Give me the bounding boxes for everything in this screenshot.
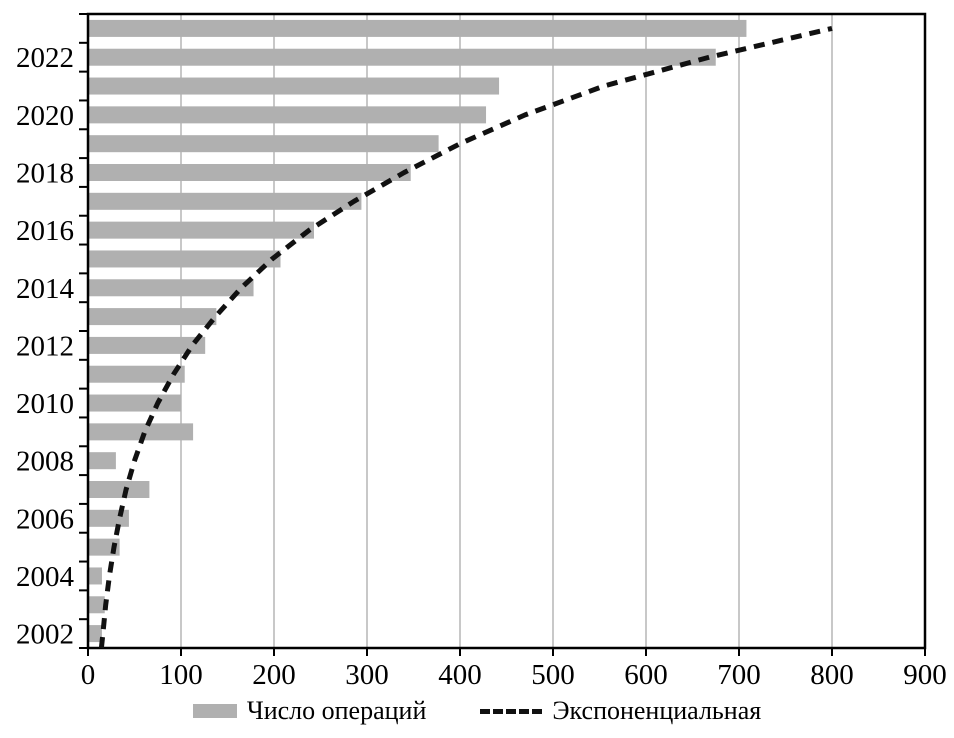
x-tick-label: 200 bbox=[252, 659, 296, 691]
bar bbox=[88, 106, 487, 124]
bar bbox=[88, 567, 102, 585]
y-tick-label: 2004 bbox=[16, 561, 75, 593]
bar bbox=[88, 625, 102, 643]
bar bbox=[88, 423, 194, 441]
x-tick-label: 400 bbox=[438, 659, 482, 691]
y-tick-label: 2012 bbox=[16, 330, 74, 362]
bar bbox=[88, 192, 362, 210]
x-tick-label: 600 bbox=[624, 659, 668, 691]
y-tick-label: 2008 bbox=[16, 446, 74, 478]
legend-item-trend: Экспоненциальная bbox=[480, 696, 761, 726]
bar bbox=[88, 19, 747, 37]
bar bbox=[88, 336, 206, 354]
bar bbox=[88, 250, 281, 268]
y-tick-label: 2022 bbox=[16, 42, 74, 74]
x-tick-label: 300 bbox=[345, 659, 389, 691]
legend: Число операций Экспоненциальная bbox=[0, 696, 954, 726]
y-tick-label: 2016 bbox=[16, 215, 74, 247]
bar bbox=[88, 48, 716, 66]
y-tick-label: 2010 bbox=[16, 388, 74, 420]
bar-series-swatch bbox=[192, 704, 237, 718]
x-tick-label: 500 bbox=[531, 659, 575, 691]
bar bbox=[88, 365, 185, 383]
x-tick-label: 700 bbox=[717, 659, 761, 691]
bar-series-label: Число операций bbox=[246, 696, 427, 725]
y-tick-label: 2020 bbox=[16, 100, 74, 132]
x-tick-label: 0 bbox=[81, 659, 96, 691]
bar bbox=[88, 77, 500, 95]
x-tick-label: 100 bbox=[159, 659, 203, 691]
y-tick-label: 2006 bbox=[16, 503, 74, 535]
y-tick-label: 2002 bbox=[16, 619, 74, 651]
bar bbox=[88, 135, 439, 153]
x-tick-label: 900 bbox=[903, 659, 947, 691]
y-tick-label: 2018 bbox=[16, 158, 74, 190]
bar bbox=[88, 596, 105, 614]
dashed-line-swatch bbox=[480, 708, 543, 714]
bar bbox=[88, 481, 150, 498]
y-tick-label: 2014 bbox=[16, 273, 75, 305]
bar bbox=[88, 279, 254, 297]
x-tick-label: 800 bbox=[810, 659, 854, 691]
bar bbox=[88, 452, 116, 470]
bar bbox=[88, 164, 411, 181]
legend-item-bars: Число операций bbox=[192, 696, 427, 726]
bar bbox=[88, 394, 181, 412]
trend-series-label: Экспоненциальная bbox=[552, 696, 762, 725]
bar-chart: 0 100 200 300 400 500 600 700 800 900 2002 2004 2006… bbox=[16, 12, 947, 691]
bar bbox=[88, 308, 217, 326]
bar bbox=[88, 221, 314, 239]
